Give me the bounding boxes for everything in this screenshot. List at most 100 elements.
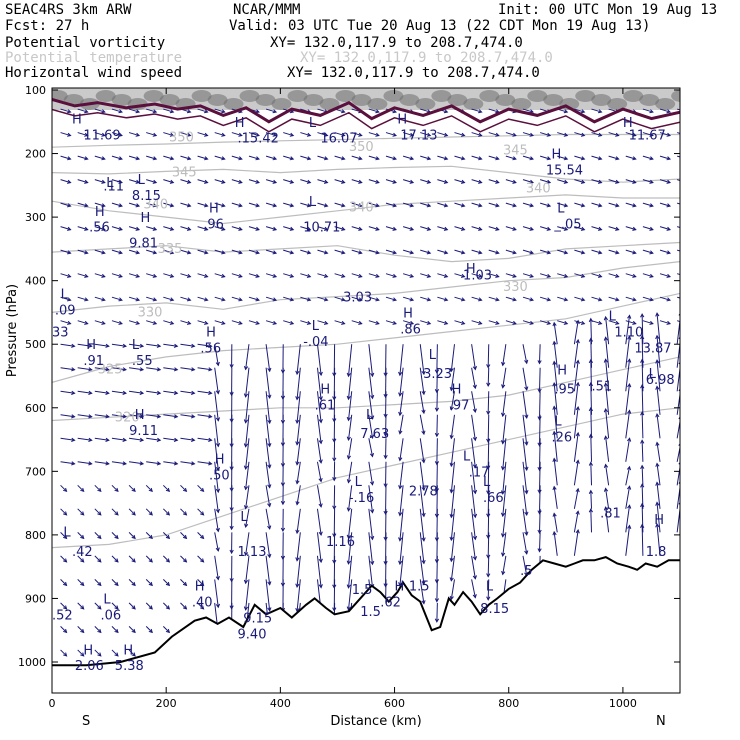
wind-vector <box>522 226 534 231</box>
wind-arrowhead <box>563 273 569 278</box>
wind-arrowhead <box>118 132 123 137</box>
wind-vector <box>300 155 311 160</box>
wind-vector <box>505 132 517 137</box>
wind-arrowhead <box>640 464 645 470</box>
wind-arrowhead <box>632 273 637 278</box>
wind-arrowhead <box>152 320 158 325</box>
wind-vector <box>608 132 619 137</box>
wind-arrowhead <box>537 360 542 365</box>
wind-arrowhead <box>169 109 175 114</box>
field-pv-xy: XY= 132.0,117.9 to 208.7,474.0 <box>270 35 523 51</box>
wind-arrowhead <box>434 598 440 603</box>
wind-arrowhead <box>215 417 221 422</box>
wind-vector <box>437 273 448 278</box>
wind-vector <box>471 273 482 278</box>
upper-shade-blob <box>479 90 500 102</box>
wind-vector <box>522 132 534 137</box>
wind-vector <box>450 579 455 600</box>
wind-vector <box>676 505 680 533</box>
wind-arrowhead <box>486 364 491 369</box>
wind-arrowhead <box>204 179 209 184</box>
wind-vector <box>471 179 482 184</box>
wind-arrowhead <box>318 459 323 464</box>
wind-arrowhead <box>289 156 295 161</box>
upper-shade-blob <box>223 98 244 110</box>
wind-arrowhead <box>575 359 580 364</box>
wind-vector <box>146 461 161 465</box>
wind-vector <box>94 484 102 492</box>
wind-vector <box>146 132 157 137</box>
wind-arrowhead <box>306 156 312 161</box>
wind-arrowhead <box>512 179 517 184</box>
wind-arrowhead <box>80 628 85 634</box>
wind-arrowhead <box>173 343 179 348</box>
y-tick-label: 100 <box>25 84 46 97</box>
wind-arrowhead <box>131 581 136 587</box>
wind-arrowhead <box>588 381 593 387</box>
wind-arrowhead <box>649 109 654 114</box>
wind-vector <box>265 532 271 558</box>
terrain-layer <box>52 556 680 693</box>
wind-arrowhead <box>421 430 426 436</box>
wind-arrowhead <box>580 156 586 161</box>
wind-vector <box>659 155 671 160</box>
wind-vector <box>245 485 250 509</box>
wind-arrowhead <box>63 511 68 516</box>
wind-arrowhead <box>152 203 158 208</box>
wind-vector <box>419 485 425 517</box>
wind-arrowhead <box>208 390 213 395</box>
wind-arrowhead <box>156 461 162 466</box>
wind-arrowhead <box>169 179 175 184</box>
wind-arrowhead <box>580 250 586 255</box>
wind-vector <box>146 437 161 441</box>
wind-vector <box>659 108 671 113</box>
wind-arrowhead <box>524 359 529 365</box>
wind-vector <box>347 555 353 588</box>
wind-vector <box>214 320 225 325</box>
wind-arrowhead <box>243 606 249 611</box>
wind-arrowhead <box>434 618 440 623</box>
wind-arrowhead <box>478 273 483 278</box>
wind-arrowhead <box>375 250 380 255</box>
wind-vector <box>625 505 631 533</box>
hl-label: 33 <box>52 326 69 341</box>
wind-arrowhead <box>139 367 145 372</box>
hl-label: 1.03 <box>463 268 492 283</box>
wind-arrowhead <box>88 343 93 348</box>
wind-vector <box>94 461 109 465</box>
wind-vector <box>471 155 482 160</box>
wind-vector <box>265 555 271 585</box>
hl-label: L <box>106 176 114 191</box>
hl-label: 5.38 <box>115 659 144 674</box>
wind-vector <box>347 367 353 400</box>
wind-arrowhead <box>295 441 300 446</box>
wind-arrowhead <box>655 501 660 506</box>
wind-arrowhead <box>575 459 580 464</box>
wind-vector <box>296 344 301 375</box>
wind-vector <box>197 320 208 325</box>
wind-arrowhead <box>500 440 506 445</box>
wind-vector <box>111 320 123 325</box>
wind-vector <box>197 273 208 278</box>
wind-arrowhead <box>67 250 72 255</box>
wind-vector <box>300 273 311 278</box>
wind-arrowhead <box>105 414 110 419</box>
wind-arrowhead <box>615 250 620 255</box>
wind-arrowhead <box>443 109 449 114</box>
wind-vector <box>317 132 328 137</box>
wind-arrowhead <box>358 297 363 302</box>
wind-vector <box>351 202 362 207</box>
wind-arrowhead <box>318 371 323 377</box>
wind-arrowhead <box>215 442 221 448</box>
wind-arrowhead <box>323 179 329 184</box>
wind-vector <box>574 320 585 325</box>
wind-vector <box>502 438 507 470</box>
wind-arrowhead <box>243 551 249 557</box>
hl-label: .42 <box>72 545 93 560</box>
wind-vector <box>77 273 88 278</box>
wind-arrowhead <box>148 511 153 516</box>
wind-arrowhead <box>478 203 483 208</box>
wind-arrowhead <box>114 558 119 563</box>
wind-vector <box>245 579 250 610</box>
wind-arrowhead <box>655 334 660 340</box>
